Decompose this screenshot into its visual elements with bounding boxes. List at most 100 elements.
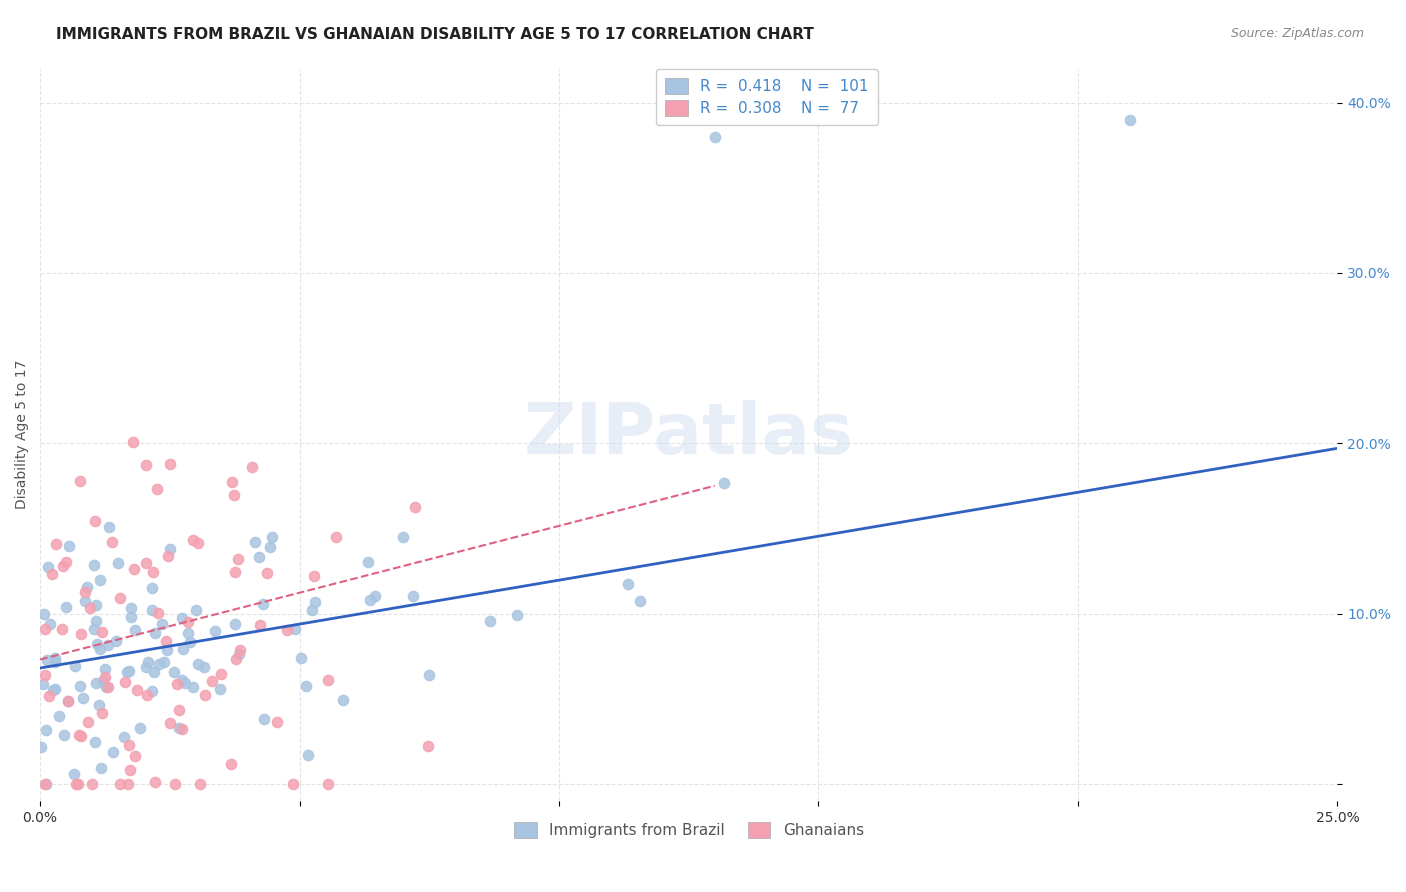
Point	[152, 655, 174, 669]
Point	[76, 580, 98, 594]
Point	[120, 610, 142, 624]
Point	[120, 600, 142, 615]
Point	[228, 647, 250, 661]
Point	[73, 585, 96, 599]
Point	[72, 690, 94, 705]
Point	[201, 674, 224, 689]
Point	[1119, 112, 1142, 127]
Point	[156, 549, 179, 564]
Point	[89, 573, 111, 587]
Point	[90, 761, 112, 775]
Point	[87, 698, 110, 712]
Point	[177, 625, 200, 640]
Point	[392, 530, 415, 544]
Point	[266, 714, 288, 729]
Point	[118, 738, 141, 752]
Point	[108, 777, 131, 791]
Point	[186, 603, 208, 617]
Point	[209, 666, 232, 681]
Point	[401, 589, 423, 603]
Point	[222, 488, 245, 502]
Point	[91, 673, 114, 688]
Point	[90, 706, 112, 720]
Point	[135, 660, 157, 674]
Point	[297, 747, 319, 762]
Point	[143, 665, 166, 680]
Point	[69, 474, 91, 488]
Point	[506, 608, 529, 623]
Point	[56, 694, 79, 708]
Point	[252, 597, 274, 611]
Point	[187, 657, 209, 672]
Point	[703, 129, 725, 144]
Point	[34, 622, 56, 636]
Point	[159, 458, 181, 472]
Point	[91, 624, 114, 639]
Point	[357, 555, 380, 569]
Point	[209, 681, 232, 696]
Point	[84, 598, 107, 612]
Point	[143, 775, 166, 789]
Point	[243, 535, 266, 549]
Legend: Immigrants from Brazil, Ghanaians: Immigrants from Brazil, Ghanaians	[508, 816, 870, 845]
Point	[94, 670, 117, 684]
Point	[75, 594, 97, 608]
Point	[107, 556, 129, 570]
Point	[63, 766, 86, 780]
Point	[224, 565, 246, 579]
Point	[404, 500, 426, 514]
Point	[253, 712, 276, 726]
Point	[290, 650, 312, 665]
Point	[114, 675, 136, 690]
Point	[135, 458, 157, 473]
Point	[44, 655, 66, 669]
Point	[166, 677, 188, 691]
Point	[56, 694, 79, 708]
Point	[89, 642, 111, 657]
Point	[295, 679, 318, 693]
Point	[35, 777, 58, 791]
Point	[219, 756, 242, 771]
Point	[83, 735, 105, 749]
Point	[83, 558, 105, 572]
Point	[110, 591, 132, 606]
Point	[122, 562, 145, 576]
Point	[34, 668, 56, 682]
Point	[52, 558, 75, 573]
Point	[156, 642, 179, 657]
Point	[228, 551, 250, 566]
Point	[120, 763, 142, 777]
Point	[240, 459, 263, 474]
Point	[67, 728, 90, 742]
Point	[93, 662, 115, 676]
Point	[364, 590, 387, 604]
Point	[35, 653, 58, 667]
Point	[281, 777, 304, 791]
Point	[51, 622, 73, 636]
Point	[142, 566, 165, 580]
Point	[256, 566, 278, 581]
Point	[41, 567, 63, 582]
Point	[34, 777, 56, 791]
Point	[70, 627, 93, 641]
Point	[225, 652, 247, 666]
Point	[65, 777, 87, 791]
Point	[117, 665, 139, 679]
Point	[97, 680, 120, 694]
Point	[170, 673, 193, 687]
Point	[260, 530, 283, 544]
Point	[44, 682, 66, 697]
Point	[155, 634, 177, 648]
Point	[224, 617, 246, 632]
Point	[301, 603, 323, 617]
Point	[713, 476, 735, 491]
Point	[183, 681, 205, 695]
Point	[63, 659, 86, 673]
Point	[67, 777, 90, 791]
Point	[145, 483, 167, 497]
Point	[628, 594, 651, 608]
Point	[39, 616, 62, 631]
Point	[127, 683, 149, 698]
Point	[193, 660, 215, 674]
Point	[247, 549, 270, 564]
